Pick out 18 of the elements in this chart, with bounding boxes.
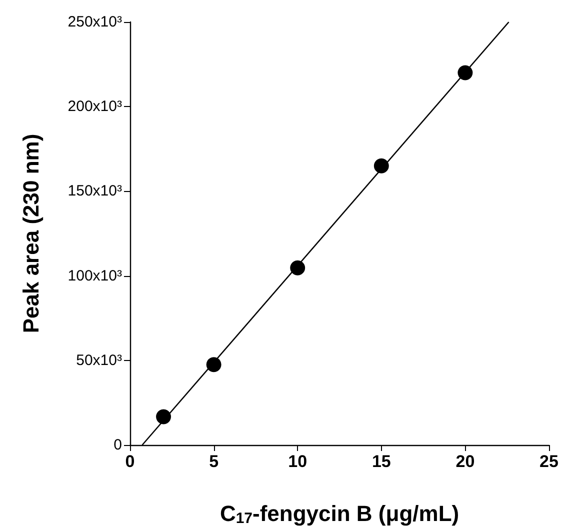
point [156, 409, 172, 424]
point [290, 260, 306, 276]
y-tick-label: 0 [114, 436, 122, 454]
x-tick-label: 0 [125, 452, 135, 471]
y-tick-label: 150x10³ [68, 182, 122, 200]
x-tick-label: 25 [540, 452, 558, 471]
point [374, 158, 389, 174]
x-tick-label: 5 [209, 452, 219, 471]
y-axis-title: Peak area (230 nm) [18, 134, 44, 334]
x-tick-label: 15 [372, 452, 391, 471]
y-tick-label: 50x10³ [76, 352, 122, 369]
point [458, 65, 473, 80]
y-tick-label: 100x10³ [68, 267, 122, 284]
point [206, 357, 222, 372]
y-tick-label: 250x10³ [68, 14, 122, 30]
x-tick-label: 20 [456, 452, 475, 471]
x-tick-label: 10 [288, 452, 308, 471]
y-tick-label: 200x10³ [68, 98, 122, 116]
